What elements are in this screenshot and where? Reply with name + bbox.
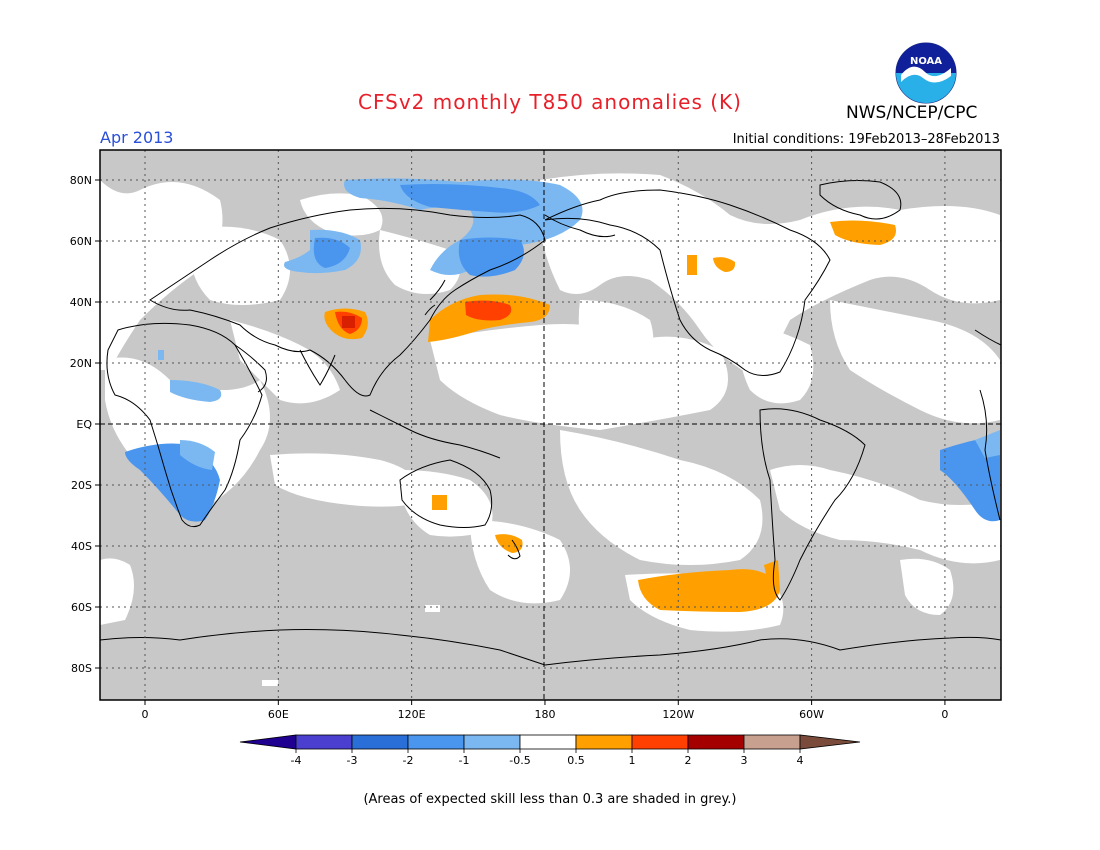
- colorbar: -4 -3 -2 -1 -0.5 0.5 1 2 3 4: [239, 734, 861, 767]
- lon-tick-label: 60W: [799, 708, 824, 721]
- colorbar-label: 0.5: [567, 754, 585, 767]
- colorbar-segment: [295, 734, 353, 750]
- lon-tick-label: 0: [941, 708, 948, 721]
- colorbar-label: 1: [629, 754, 636, 767]
- colorbar-segment: [351, 734, 409, 750]
- colorbar-label: 3: [741, 754, 748, 767]
- noaa-logo-text: NOAA: [910, 56, 942, 67]
- lon-tick-label: 120E: [398, 708, 426, 721]
- negative-anomalies: [125, 178, 1000, 522]
- colorbar-label: -0.5: [509, 754, 530, 767]
- agency-label: NWS/NCEP/CPC: [846, 103, 978, 123]
- grid-lines: [100, 150, 1001, 700]
- colorbar-arrow-high: [799, 734, 861, 750]
- lon-tick-label: 0: [142, 708, 149, 721]
- coastlines: [99, 180, 1002, 666]
- lat-tick-label: 20N: [70, 357, 92, 370]
- colorbar-segment: [631, 734, 689, 750]
- colorbar-label: -3: [347, 754, 358, 767]
- colorbar-segment: [407, 734, 465, 750]
- map-frame: [99, 149, 1002, 701]
- lat-tick-label: 20S: [71, 479, 92, 492]
- colorbar-label: 2: [685, 754, 692, 767]
- lon-tick-label: 120W: [662, 708, 694, 721]
- colorbar-segment: [463, 734, 521, 750]
- lon-tick-label: 180: [534, 708, 555, 721]
- lat-tick-label: EQ: [76, 418, 92, 431]
- colorbar-segment: [743, 734, 801, 750]
- colorbar-arrow-low: [239, 734, 297, 750]
- noaa-logo: NOAA: [895, 42, 957, 104]
- colorbar-segment: [519, 734, 577, 750]
- lat-tick-label: 60N: [70, 235, 92, 248]
- lon-tick-label: 60E: [268, 708, 289, 721]
- colorbar-label: -1: [459, 754, 470, 767]
- forecast-month: Apr 2013: [100, 128, 174, 147]
- initial-conditions: Initial conditions: 19Feb2013–28Feb2013: [732, 132, 1000, 147]
- lat-tick-label: 60S: [71, 601, 92, 614]
- colorbar-label: -2: [403, 754, 414, 767]
- colorbar-segment: [687, 734, 745, 750]
- lat-tick-label: 80N: [70, 174, 92, 187]
- lat-tick-label: 40S: [71, 540, 92, 553]
- chart-title: CFSv2 monthly T850 anomalies (K): [358, 90, 742, 114]
- colorbar-segment: [575, 734, 633, 750]
- footnote: (Areas of expected skill less than 0.3 a…: [363, 792, 737, 807]
- colorbar-label: -4: [291, 754, 302, 767]
- colorbar-label: 4: [797, 754, 804, 767]
- lat-tick-label: 40N: [70, 296, 92, 309]
- lat-tick-label: 80S: [71, 662, 92, 675]
- positive-anomalies: [324, 220, 896, 612]
